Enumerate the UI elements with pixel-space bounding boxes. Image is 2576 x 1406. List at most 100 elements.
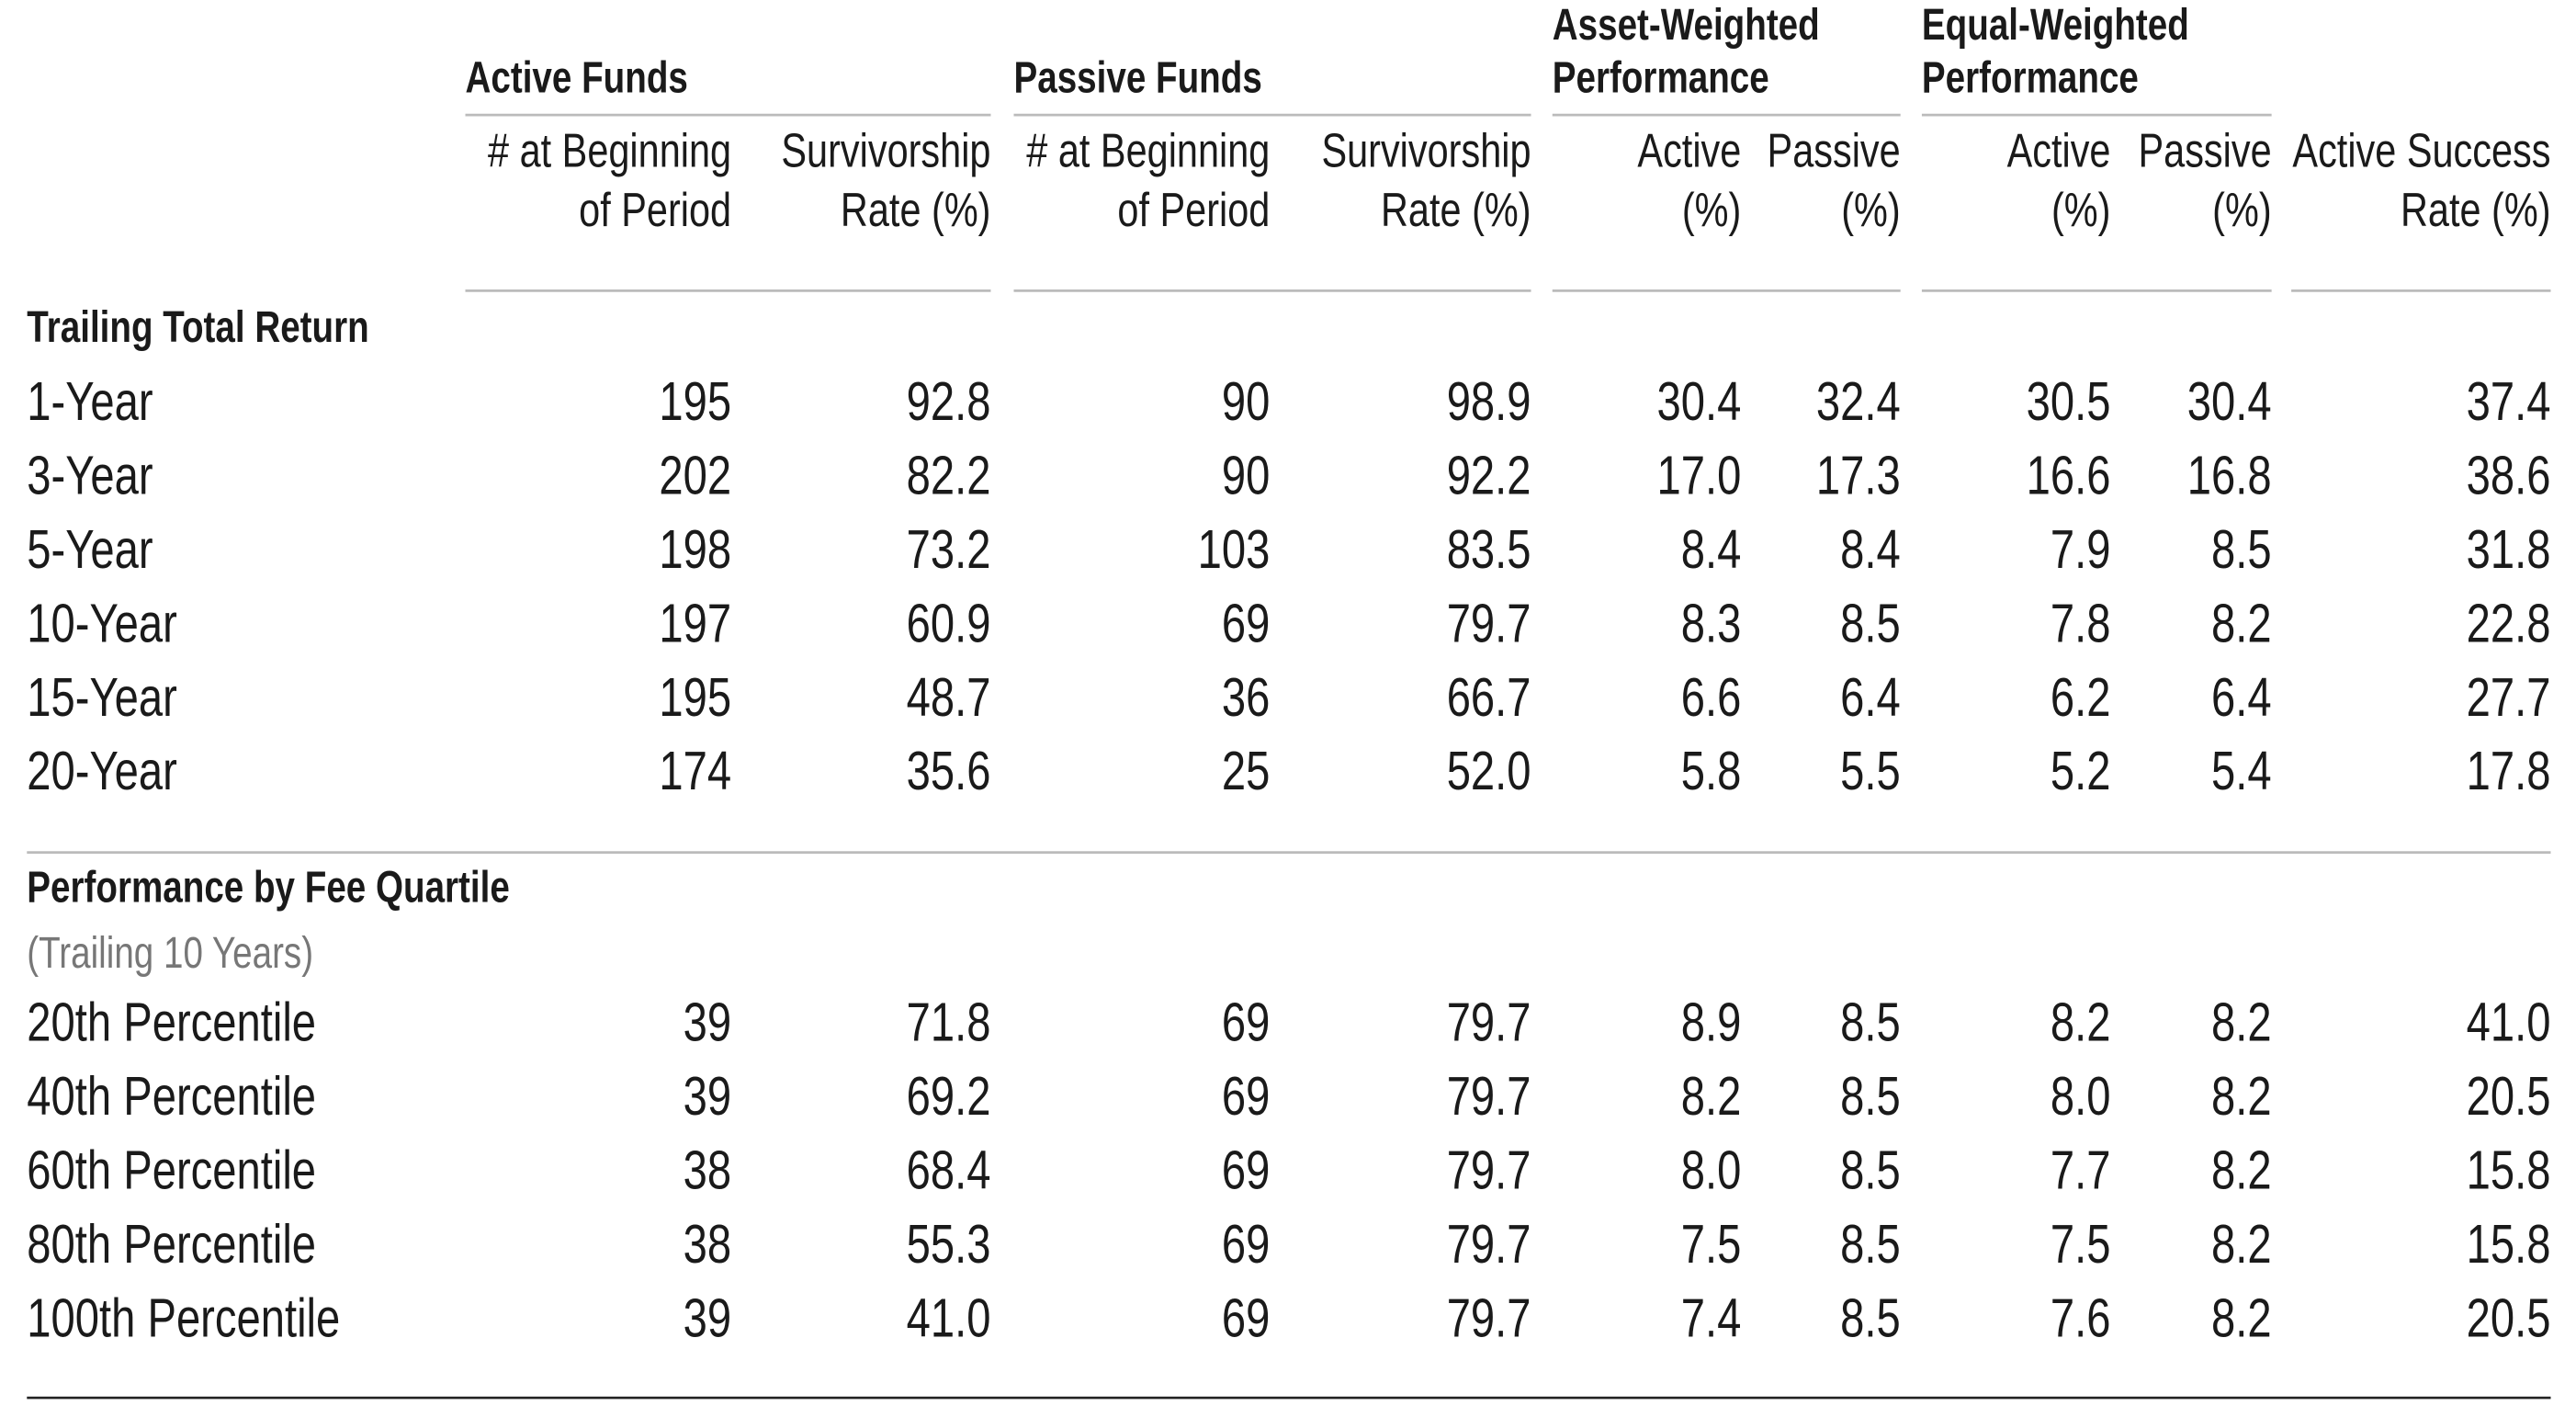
section-title: Performance by Fee Quartile — [27, 862, 510, 912]
cell-wrap: 92.2 — [1447, 447, 1531, 506]
column-header-wrap: Passive — [2138, 124, 2271, 176]
cell: 69 — [1222, 1215, 1270, 1275]
cell-wrap: 8.5 — [1840, 1215, 1901, 1275]
cell-wrap: 79.7 — [1447, 594, 1531, 653]
cell: 8.3 — [1681, 594, 1742, 653]
row-label-wrap: 5-Year — [27, 520, 153, 580]
cell: 98.9 — [1447, 372, 1531, 432]
cell-wrap: 38 — [684, 1141, 731, 1201]
row-label: 40th Percentile — [27, 1067, 316, 1127]
cell-wrap: 5.2 — [2051, 742, 2111, 801]
cell-wrap: 79.7 — [1447, 1141, 1531, 1201]
cell-wrap: 8.5 — [2211, 520, 2272, 580]
column-header-wrap: (%) — [2212, 184, 2271, 236]
cell: 8.9 — [1681, 993, 1742, 1053]
column-header-wrap: (%) — [2051, 184, 2110, 236]
cell: 7.7 — [2051, 1141, 2111, 1201]
row-label: 100th Percentile — [27, 1289, 340, 1349]
cell: 17.8 — [2467, 742, 2551, 801]
cell-wrap: 79.7 — [1447, 1215, 1531, 1275]
cell-wrap: 73.2 — [907, 520, 991, 580]
cell-wrap: 69 — [1222, 1141, 1270, 1201]
cell-wrap: 39 — [684, 993, 731, 1053]
column-header: Active — [2007, 124, 2111, 176]
column-header: # at Beginning — [1026, 124, 1270, 176]
cell: 30.4 — [2187, 372, 2272, 432]
cell: 79.7 — [1447, 1215, 1531, 1275]
cell: 69 — [1222, 993, 1270, 1053]
cell-wrap: 195 — [659, 372, 731, 432]
cell-wrap: 8.5 — [1840, 993, 1901, 1053]
row-label: 5-Year — [27, 520, 153, 580]
cell-wrap: 8.2 — [2211, 993, 2272, 1053]
cell: 8.5 — [1840, 1067, 1901, 1127]
group-header-wrap: Equal-Weighted — [1922, 0, 2189, 50]
section-title-wrap: Performance by Fee Quartile — [27, 862, 510, 912]
cell: 69 — [1222, 594, 1270, 653]
cell-wrap: 69 — [1222, 1067, 1270, 1127]
cell-wrap: 30.4 — [1656, 372, 1741, 432]
cell: 202 — [659, 447, 731, 506]
column-header: of Period — [1117, 184, 1270, 236]
cell: 31.8 — [2467, 520, 2551, 580]
cell: 8.5 — [1840, 594, 1901, 653]
column-header: of Period — [579, 184, 731, 236]
cell-wrap: 16.6 — [2027, 447, 2111, 506]
cell-wrap: 8.2 — [2211, 594, 2272, 653]
cell: 41.0 — [2467, 993, 2551, 1053]
column-header: Survivorship — [781, 124, 990, 176]
cell: 8.2 — [1681, 1067, 1742, 1127]
row-label-wrap: 40th Percentile — [27, 1067, 316, 1127]
row-label-wrap: 1-Year — [27, 372, 153, 432]
cell-wrap: 7.4 — [1681, 1289, 1742, 1349]
cell: 195 — [659, 372, 731, 432]
cell-wrap: 55.3 — [907, 1215, 991, 1275]
cell-wrap: 30.4 — [2187, 372, 2272, 432]
cell-wrap: 8.2 — [2211, 1215, 2272, 1275]
cell: 37.4 — [2467, 372, 2551, 432]
row-label-wrap: 10-Year — [27, 594, 177, 653]
cell-wrap: 90 — [1222, 447, 1270, 506]
cell-wrap: 48.7 — [907, 668, 991, 728]
cell: 35.6 — [907, 742, 991, 801]
cell: 60.9 — [907, 594, 991, 653]
cell-wrap: 66.7 — [1447, 668, 1531, 728]
cell: 79.7 — [1447, 1141, 1531, 1201]
column-header-wrap: # at Beginning — [488, 124, 731, 176]
row-label: 1-Year — [27, 372, 153, 432]
cell: 16.6 — [2027, 447, 2111, 506]
cell: 197 — [659, 594, 731, 653]
cell-wrap: 8.2 — [2211, 1141, 2272, 1201]
cell: 69 — [1222, 1141, 1270, 1201]
cell-wrap: 38 — [684, 1215, 731, 1275]
cell-wrap: 79.7 — [1447, 993, 1531, 1053]
cell: 38 — [684, 1141, 731, 1201]
group-header: Performance — [1922, 52, 2139, 102]
cell-wrap: 195 — [659, 668, 731, 728]
cell: 92.8 — [907, 372, 991, 432]
cell: 83.5 — [1447, 520, 1531, 580]
cell-wrap: 7.6 — [2051, 1289, 2111, 1349]
group-header-wrap: Performance — [1922, 52, 2139, 102]
cell: 30.4 — [1656, 372, 1741, 432]
column-header: # at Beginning — [488, 124, 731, 176]
cell-wrap: 79.7 — [1447, 1289, 1531, 1349]
cell: 7.5 — [1681, 1215, 1742, 1275]
cell-wrap: 8.2 — [2211, 1067, 2272, 1127]
cell-wrap: 5.8 — [1681, 742, 1742, 801]
cell: 17.0 — [1656, 447, 1741, 506]
cell-wrap: 35.6 — [907, 742, 991, 801]
cell: 8.4 — [1840, 520, 1901, 580]
cell-wrap: 7.8 — [2051, 594, 2111, 653]
section-title: Trailing Total Return — [27, 302, 368, 352]
cell: 6.4 — [2211, 668, 2272, 728]
cell-wrap: 7.7 — [2051, 1141, 2111, 1201]
cell: 92.2 — [1447, 447, 1531, 506]
column-header-wrap: Active — [2007, 124, 2111, 176]
row-label-wrap: 100th Percentile — [27, 1289, 340, 1349]
cell-wrap: 17.8 — [2467, 742, 2551, 801]
cell: 79.7 — [1447, 993, 1531, 1053]
cell-wrap: 8.5 — [1840, 1067, 1901, 1127]
cell-wrap: 202 — [659, 447, 731, 506]
